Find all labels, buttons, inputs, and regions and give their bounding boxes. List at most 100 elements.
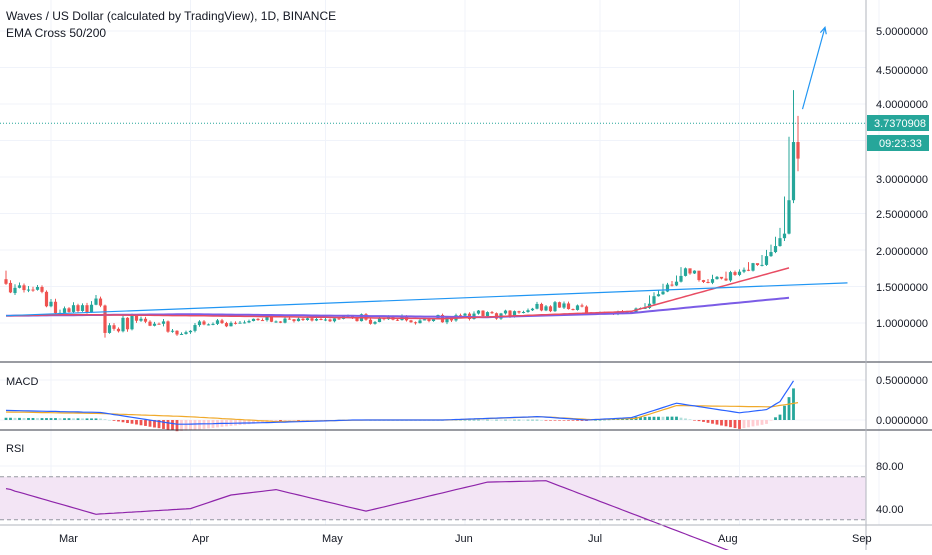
trendline — [5, 282, 848, 317]
projection-arrow-shaft — [801, 27, 826, 110]
time-label: Sep — [852, 533, 872, 545]
candle-body — [571, 309, 575, 311]
current-price-value: 3.7370908 — [874, 118, 926, 130]
candle-body — [769, 252, 773, 257]
candle-body — [526, 310, 530, 312]
candle-body — [224, 323, 229, 327]
candle-body — [512, 311, 517, 318]
candle-body — [445, 317, 449, 323]
macd-histogram-bar — [193, 420, 197, 430]
candle-body — [274, 321, 278, 323]
macd-histogram-bar — [274, 420, 278, 422]
candle-body — [184, 332, 188, 334]
macd-histogram-bar — [625, 418, 629, 420]
macd-histogram-bar — [67, 418, 71, 420]
macd-histogram-bar — [769, 420, 773, 421]
macd-histogram-bar — [706, 420, 710, 423]
macd-histogram-bar — [688, 419, 692, 420]
macd-histogram-bar — [648, 416, 651, 420]
macd-histogram-bar — [256, 420, 260, 424]
candle-body — [49, 301, 53, 307]
candle-body — [728, 272, 733, 281]
macd-histogram-bar — [85, 418, 89, 420]
macd-axis-label: 0.5000000 — [876, 375, 928, 387]
macd-histogram-bar — [153, 420, 156, 428]
candle-body — [530, 308, 535, 311]
candle-body — [143, 318, 148, 322]
candle-body — [674, 281, 679, 286]
macd-histogram-bar — [49, 418, 53, 420]
candle-body — [76, 305, 80, 311]
candle-body — [796, 142, 800, 159]
candle-body — [427, 319, 431, 322]
price-label: 4.5000000 — [876, 65, 928, 77]
price-label: 4.0000000 — [876, 99, 928, 111]
candle-body — [742, 269, 746, 272]
macd-histogram-bar — [621, 418, 624, 420]
candle-body — [125, 317, 130, 330]
candle-body — [53, 301, 58, 314]
macd-histogram-bar — [54, 418, 57, 420]
macd-histogram-bar — [499, 419, 503, 421]
macd-histogram-bar — [9, 417, 12, 420]
macd-histogram-bar — [63, 418, 66, 420]
candle-body — [661, 291, 665, 295]
macd-histogram-bar — [81, 418, 84, 420]
candle-body — [755, 263, 760, 266]
macd-histogram-bar — [184, 420, 188, 431]
candle-body — [764, 256, 769, 265]
macd-histogram-bar — [576, 420, 579, 421]
candle-body — [193, 325, 197, 331]
candle-body — [40, 287, 44, 292]
candle-body — [517, 311, 521, 313]
candle-body — [134, 315, 139, 321]
time-label: Apr — [192, 533, 209, 545]
macd-histogram-bar — [18, 417, 21, 420]
candle-body — [697, 270, 701, 281]
macd-histogram-bar — [288, 420, 291, 421]
candle-body — [782, 233, 787, 239]
candle-body — [665, 284, 670, 292]
candle-body — [395, 319, 400, 321]
candle-body — [562, 303, 566, 308]
candle-body — [256, 318, 260, 321]
macd-histogram-bar — [580, 420, 584, 421]
candle-body — [13, 287, 17, 294]
rsi-axis-label: 80.00 — [876, 461, 904, 473]
macd-histogram-bar — [774, 417, 777, 420]
candle-body — [121, 317, 125, 332]
annotations — [5, 26, 848, 317]
price-label: 1.5000000 — [876, 282, 928, 294]
macd-histogram-bar — [130, 420, 134, 424]
macd-histogram-bar — [531, 419, 534, 421]
macd-line — [5, 380, 795, 425]
macd-histogram-bar — [58, 418, 62, 420]
candle-body — [332, 318, 337, 322]
macd-histogram-bar — [180, 420, 183, 431]
candle-body — [8, 282, 13, 293]
macd-pane — [4, 380, 799, 432]
macd-histogram-bar — [171, 420, 174, 431]
candle-body — [107, 325, 112, 333]
candle-body — [305, 318, 310, 321]
candle-body — [688, 268, 692, 274]
rsi-band — [0, 476, 866, 520]
candle-body — [692, 270, 697, 274]
candle-body — [94, 298, 98, 305]
candle-body — [71, 305, 76, 312]
candle-body — [85, 305, 89, 313]
candle-body — [112, 325, 116, 329]
price-label: 1.0000000 — [876, 318, 928, 330]
candle-body — [22, 285, 26, 291]
macd-histogram-bar — [661, 416, 665, 420]
macd-histogram-bar — [558, 420, 561, 421]
macd-histogram-bar — [22, 417, 26, 420]
rsi-label: RSI — [6, 443, 24, 455]
candle-body — [418, 320, 422, 324]
macd-histogram-bar — [108, 420, 111, 421]
candle-body — [368, 319, 373, 324]
macd-histogram-bar — [36, 418, 39, 420]
candle-body — [535, 303, 539, 309]
candle-body — [575, 305, 580, 310]
